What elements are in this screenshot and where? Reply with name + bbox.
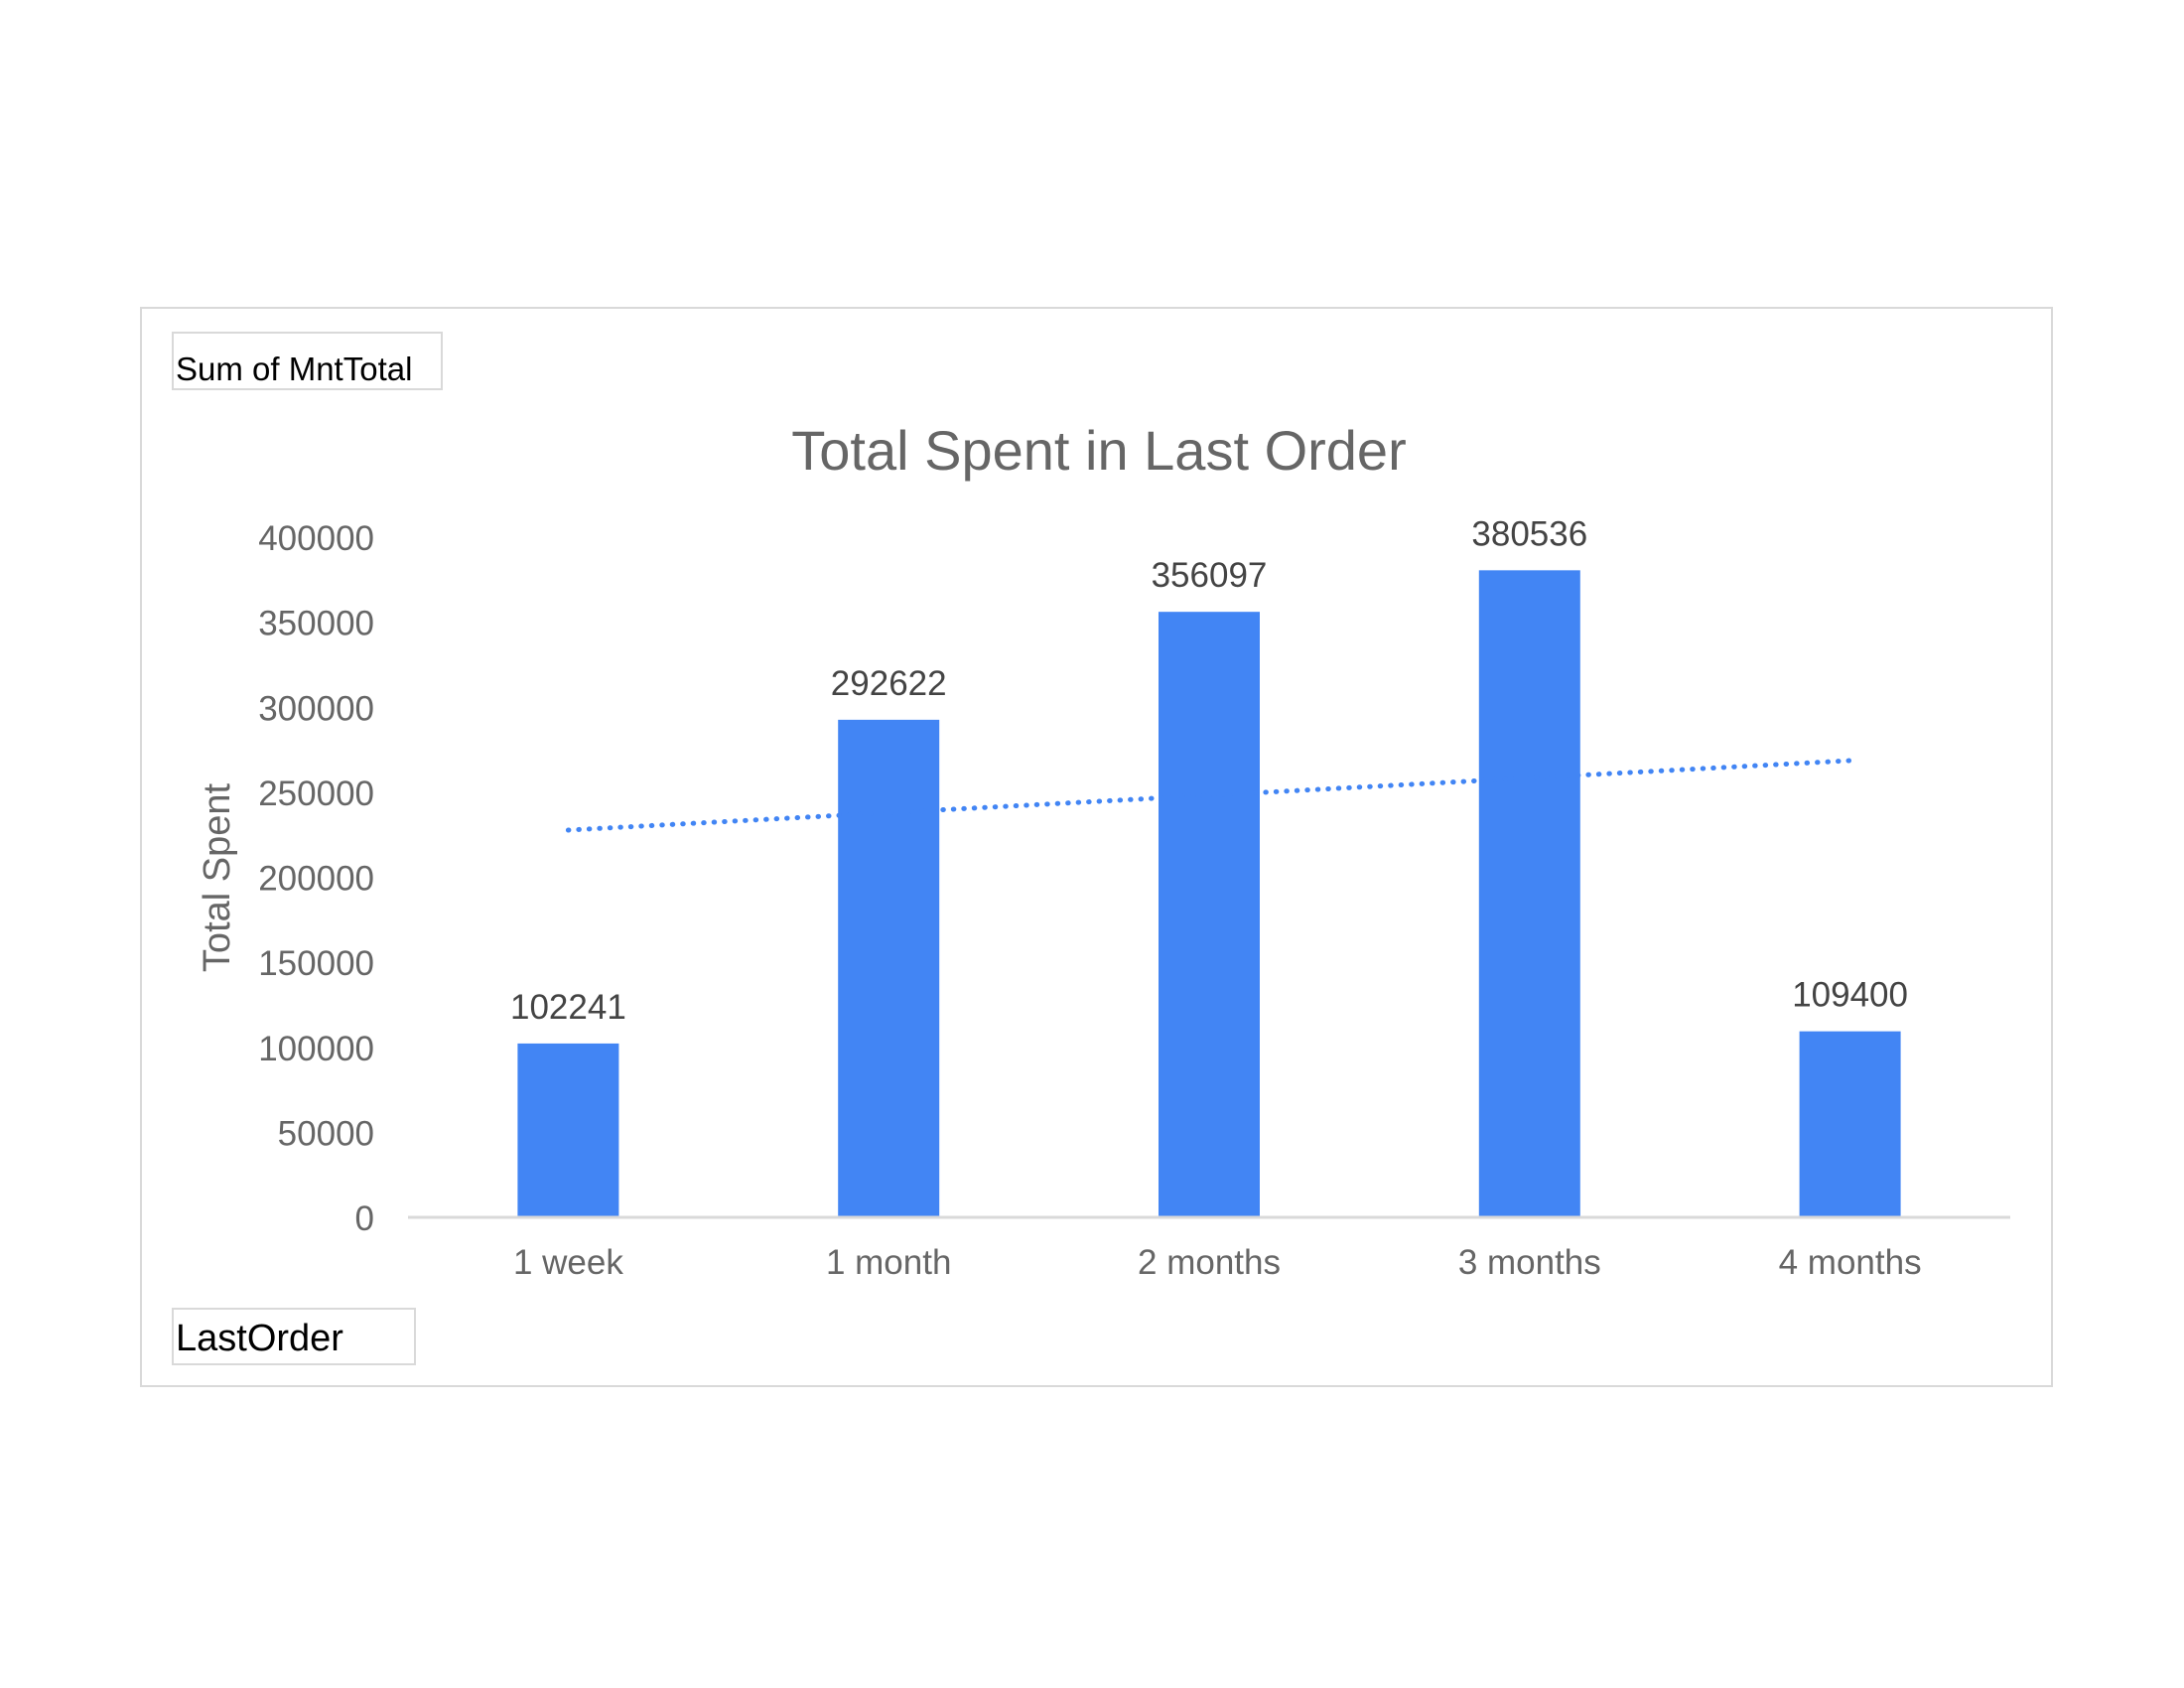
bar[interactable] bbox=[517, 1043, 619, 1217]
data-label: 380536 bbox=[1471, 514, 1587, 553]
y-tick-label: 200000 bbox=[258, 860, 374, 899]
data-label: 102241 bbox=[510, 988, 626, 1027]
data-labels: 102241 292622 356097 380536 109400 bbox=[510, 514, 1908, 1027]
x-tick-label: 2 months bbox=[1138, 1243, 1281, 1282]
chart-area bbox=[140, 307, 2053, 1387]
y-axis-ticks: 0 50000 100000 150000 200000 250000 300000 3500… bbox=[258, 519, 374, 1238]
data-label: 109400 bbox=[1792, 976, 1908, 1015]
bar[interactable] bbox=[1159, 612, 1260, 1217]
bars bbox=[517, 570, 1901, 1217]
bar[interactable] bbox=[1478, 570, 1580, 1217]
y-tick-label: 50000 bbox=[278, 1114, 374, 1153]
x-axis-ticks: 1 week 1 month 2 months 3 months 4 months bbox=[513, 1243, 1922, 1282]
y-tick-label: 250000 bbox=[258, 774, 374, 813]
y-tick-label: 300000 bbox=[258, 689, 374, 728]
data-label: 356097 bbox=[1152, 556, 1268, 595]
y-tick-label: 400000 bbox=[258, 519, 374, 558]
chart-title: Total Spent in Last Order bbox=[791, 419, 1406, 482]
values-field-button[interactable]: Sum of MntTotal bbox=[172, 332, 443, 390]
y-tick-label: 350000 bbox=[258, 605, 374, 643]
y-tick-label: 0 bbox=[355, 1199, 374, 1238]
bar[interactable] bbox=[838, 719, 940, 1217]
x-tick-label: 1 week bbox=[513, 1243, 623, 1282]
bar[interactable] bbox=[1799, 1031, 1901, 1217]
y-axis-title: Total Spent bbox=[197, 782, 238, 972]
x-tick-label: 4 months bbox=[1779, 1243, 1922, 1282]
x-tick-label: 1 month bbox=[826, 1243, 951, 1282]
data-label: 292622 bbox=[831, 664, 947, 703]
x-tick-label: 3 months bbox=[1458, 1243, 1601, 1282]
axis-field-button[interactable]: LastOrder bbox=[172, 1308, 416, 1365]
y-tick-label: 100000 bbox=[258, 1030, 374, 1068]
y-tick-label: 150000 bbox=[258, 944, 374, 983]
